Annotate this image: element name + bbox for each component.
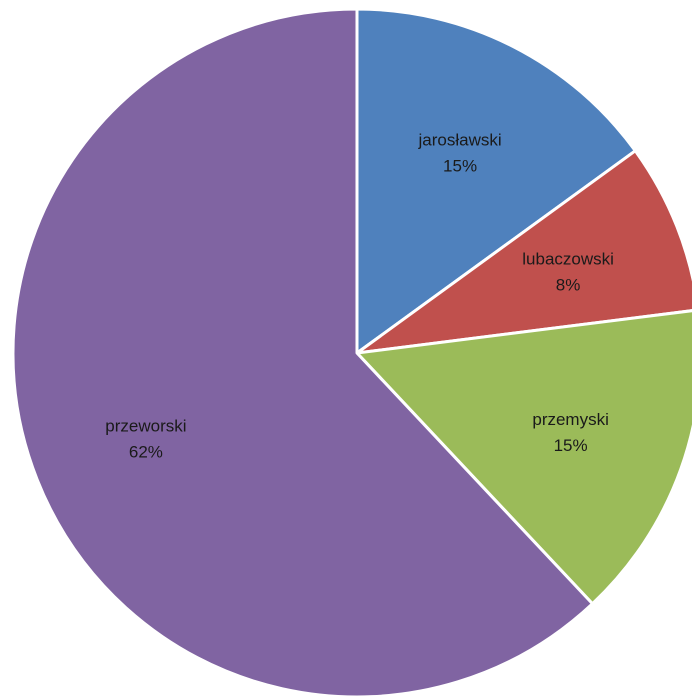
pie-slice-przemyski (355, 309, 692, 606)
slice-percent-lubaczowski: 8% (556, 275, 581, 294)
slice-percent-przeworski: 62% (129, 443, 163, 462)
pie-slice-jaroslawski (355, 7, 637, 355)
slice-percent-jaroslawski: 15% (443, 157, 477, 176)
slice-percent-przemyski: 15% (554, 436, 588, 455)
slice-label-lubaczowski: lubaczowski (522, 249, 614, 268)
pie-labels: jarosławski 15% lubaczowski 8% przemyski 15% p… (105, 131, 614, 462)
pie-slices (11, 7, 692, 699)
slice-label-przeworski: przeworski (105, 417, 186, 436)
pie-slice-przeworski (11, 7, 594, 699)
slice-label-przemyski: przemyski (532, 410, 609, 429)
slice-label-jaroslawski: jarosławski (418, 131, 502, 150)
pie-slice-lubaczowski (355, 149, 692, 355)
